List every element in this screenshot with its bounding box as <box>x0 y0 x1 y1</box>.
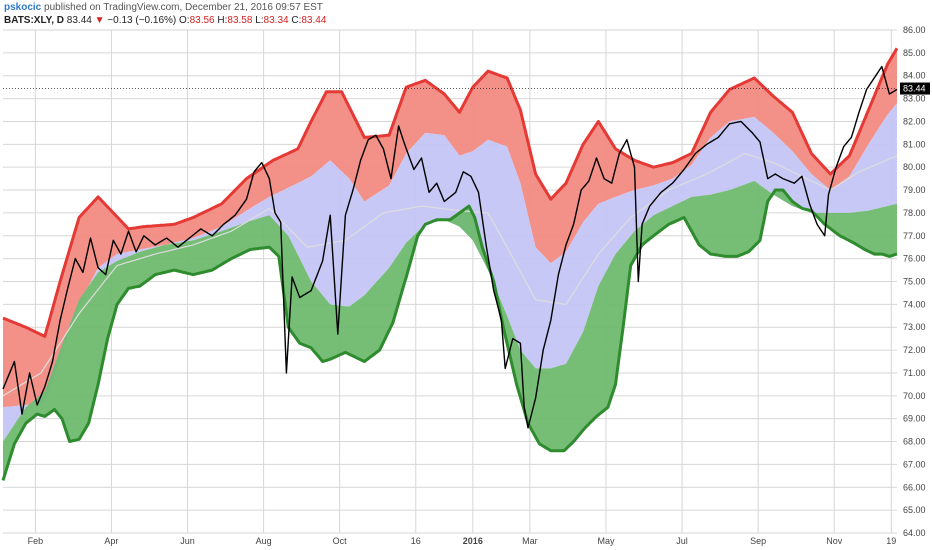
x-tick-label: Aug <box>256 536 272 546</box>
y-tick-label: 78.00 <box>903 208 926 218</box>
x-tick-label: 19 <box>886 536 896 546</box>
x-tick-label: Jun <box>180 536 195 546</box>
open-label: O: <box>179 15 190 26</box>
x-tick-label: Mar <box>522 536 538 546</box>
x-tick-label: Nov <box>826 536 843 546</box>
band-lines <box>1 47 899 481</box>
y-tick-label: 86.00 <box>903 25 926 35</box>
x-tick-label: Feb <box>28 536 44 546</box>
y-tick-label: 76.00 <box>903 254 926 264</box>
high-label: H: <box>217 15 228 26</box>
y-tick-label: 85.00 <box>903 48 926 58</box>
y-tick-label: 79.00 <box>903 185 926 195</box>
x-tick-label: May <box>597 536 615 546</box>
y-tick-label: 77.00 <box>903 231 926 241</box>
basis-line <box>2 152 898 397</box>
high-value: 83.58 <box>227 15 253 26</box>
x-tick-label: Apr <box>104 536 118 546</box>
price-axis[interactable]: 64.00 65.00 66.00 67.00 68.00 69.00 70.00 71.00… <box>903 25 926 538</box>
open-value: 83.56 <box>189 15 215 26</box>
y-tick-label: 83.00 <box>903 94 926 104</box>
last-price-badge: 83.44 <box>900 82 930 95</box>
y-tick-label: 71.00 <box>903 368 926 378</box>
y-tick-label: 80.00 <box>903 162 926 172</box>
publish-text: published on TradingView.com, December 2… <box>44 2 323 13</box>
author-name[interactable]: pskocic <box>4 2 42 13</box>
y-tick-label: 70.00 <box>903 391 926 401</box>
y-tick-label: 68.00 <box>903 437 926 447</box>
x-tick-label: 2016 <box>463 536 483 546</box>
low-label: L: <box>255 15 264 26</box>
y-tick-label: 69.00 <box>903 414 926 424</box>
time-axis[interactable]: Feb Apr Jun Aug Oct 16 2016 Mar May Jul Sep Nov 19 <box>28 536 897 546</box>
band-fills <box>3 48 897 481</box>
y-tick-label: 67.00 <box>903 459 926 469</box>
price-change: −0.13 (−0.16%) <box>107 15 177 26</box>
publish-info: pskocic published on TradingView.com, De… <box>4 2 323 13</box>
upper-band-line <box>2 47 899 338</box>
x-tick-label: Sep <box>750 536 766 546</box>
x-tick-label: Jul <box>676 536 688 546</box>
y-tick-label: 72.00 <box>903 345 926 355</box>
last-price: 83.44 <box>66 15 92 26</box>
y-tick-label: 84.00 <box>903 71 926 81</box>
y-tick-label: 73.00 <box>903 322 926 332</box>
y-tick-label: 66.00 <box>903 482 926 492</box>
low-value: 83.34 <box>263 15 289 26</box>
y-tick-label: 81.00 <box>903 139 926 149</box>
y-tick-label: 82.00 <box>903 116 926 126</box>
y-tick-label: 64.00 <box>903 528 926 538</box>
x-tick-label: 16 <box>411 536 421 546</box>
close-value: 83.44 <box>301 15 327 26</box>
last-price-badge-label: 83.44 <box>903 84 926 94</box>
ohlc-legend: BATS:XLY, D 83.44 ▼ −0.13 (−0.16%) O:83.… <box>4 15 326 26</box>
close-label: C: <box>291 15 302 26</box>
upper-band-fill <box>3 48 897 408</box>
symbol-label[interactable]: BATS:XLY, D <box>4 15 65 26</box>
y-tick-label: 75.00 <box>903 277 926 287</box>
x-tick-label: Oct <box>333 536 348 546</box>
lower-band-fill <box>3 180 897 481</box>
lower-band-line <box>1 188 898 481</box>
down-arrow-icon: ▼ <box>94 15 105 26</box>
y-tick-label: 74.00 <box>903 299 926 309</box>
y-tick-label: 65.00 <box>903 505 926 515</box>
price-line <box>2 65 898 429</box>
